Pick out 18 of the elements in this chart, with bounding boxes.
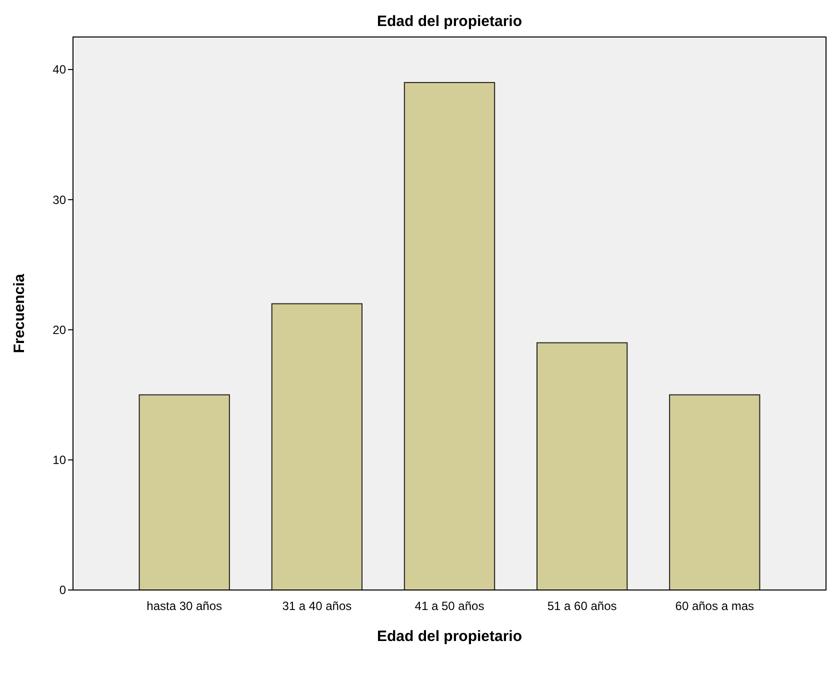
bar (404, 82, 496, 590)
y-tick-label: 40 (52, 62, 66, 77)
bar (536, 342, 628, 590)
x-axis-title: Edad del propietario (376, 628, 522, 645)
chart-title: Edad del propietario (376, 13, 522, 30)
y-tick-label: 0 (59, 583, 66, 598)
x-tick-label: 51 a 60 años (547, 599, 617, 613)
x-tick-label: 60 años a mas (675, 599, 754, 613)
x-tick-label: 41 a 50 años (414, 599, 484, 613)
x-tick-label: 31 a 40 años (282, 599, 352, 613)
x-tick-label: hasta 30 años (146, 599, 222, 613)
bar (669, 394, 760, 590)
bar (271, 303, 363, 590)
y-tick-label: 20 (52, 322, 66, 337)
y-axis-title: Frecuencia (11, 273, 28, 354)
y-tick-label: 10 (52, 453, 66, 468)
bar (138, 394, 230, 590)
y-tick-label: 30 (52, 192, 66, 207)
